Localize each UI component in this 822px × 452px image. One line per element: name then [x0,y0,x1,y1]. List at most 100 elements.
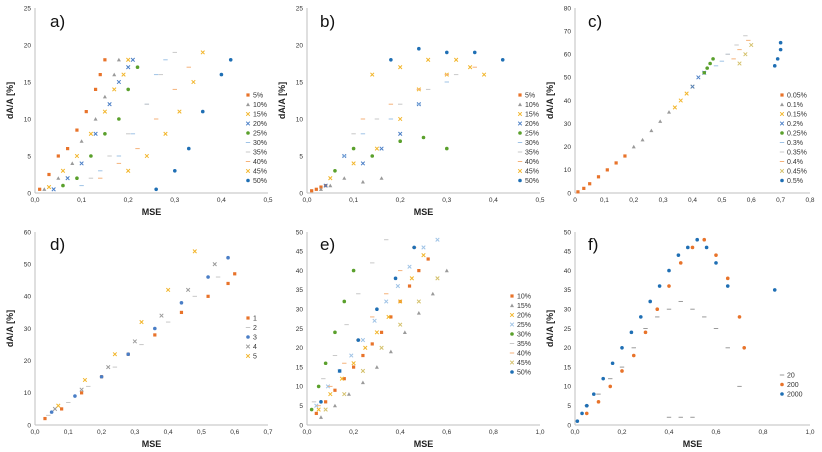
y-tick-label: 5 [299,403,303,410]
x-tick-label: 0,4 [489,197,498,204]
legend-label: 40% [525,159,539,166]
data-point [695,237,699,242]
y-tick-label: 0 [567,190,571,197]
data-point [316,384,321,389]
data-point [98,73,102,77]
data-point [655,307,660,312]
y-tick-label: 0 [299,422,303,429]
x-axis-title: MSE [142,207,162,217]
data-point [177,109,182,114]
x-tick-label: 0,3 [130,429,139,436]
legend-label: 3 [253,335,257,342]
data-point [42,187,47,191]
data-point [658,119,663,123]
data-point [228,58,233,62]
y-tick-label: 35 [296,287,304,294]
x-tick-label: 0,0 [302,429,311,436]
y-tick-label: 15 [296,364,304,371]
data-point [191,79,196,85]
data-point [323,407,328,412]
data-point [407,284,412,288]
y-tick-label: 30 [564,121,572,128]
y-tick-label: 50 [564,229,572,236]
data-point [379,176,384,180]
data-point [179,310,184,315]
data-point [372,318,377,323]
data-point [395,283,401,289]
x-tick-label: 0,5 [535,197,544,204]
x-tick-label: 0,2 [97,429,106,436]
y-tick-label: 0 [27,190,31,197]
y-tick-label: 20 [564,144,572,151]
data-point [711,57,715,61]
data-point [361,353,365,358]
data-point [749,42,754,48]
data-point [82,377,88,383]
y-tick-label: 20 [296,345,304,352]
legend-label: 40% [517,351,531,358]
data-point [363,345,368,350]
legend-label: 25% [517,322,531,329]
data-point [360,161,366,166]
data-point [705,66,709,70]
data-point [139,319,144,325]
data-point [360,337,366,343]
legend-label: 50% [253,178,267,185]
x-tick-label: 0,2 [629,197,638,204]
data-point [667,268,671,273]
data-point [690,84,695,89]
data-point [314,411,318,416]
data-point [126,168,131,173]
data-point [631,353,636,358]
data-point [66,147,70,151]
data-point [186,146,191,151]
data-point [453,57,459,62]
x-tick-label: 1,0 [535,429,544,436]
data-point [737,315,742,319]
y-tick-label: 30 [564,307,572,314]
x-axis-title: MSE [414,439,434,449]
data-point [342,299,347,304]
x-tick-label: 0,3 [442,197,451,204]
legend-marker [518,131,522,135]
y-axis-title: dA/A [%] [5,82,15,119]
data-point [75,176,79,180]
data-point [339,376,345,381]
y-tick-label: 70 [564,28,572,35]
data-point [725,276,730,281]
panel-label: d) [50,235,65,254]
data-point [333,169,337,173]
legend-label: 45% [525,169,539,176]
data-point [60,168,66,173]
data-point [676,253,681,257]
y-tick-label: 5 [299,153,303,160]
x-tick-label: 0,3 [659,197,668,204]
data-point [393,276,398,281]
y-tick-label: 0 [567,422,571,429]
data-point [165,287,171,293]
data-point [52,406,58,412]
y-axis-title: dA/A [%] [277,82,287,119]
data-point [79,139,84,143]
data-point [126,87,130,92]
data-point [375,307,379,312]
x-tick-label: 0,0 [30,429,39,436]
x-tick-label: 0,5 [197,429,206,436]
legend-label: 10% [525,102,539,109]
data-point [370,342,374,346]
legend-marker [509,360,515,365]
data-point [46,184,52,190]
x-tick-label: 0,6 [442,429,451,436]
data-point [112,72,117,77]
data-point [360,179,365,184]
data-point [206,275,210,279]
y-tick-label: 40 [564,268,572,275]
y-tick-label: 25 [24,5,32,12]
y-tick-label: 5 [567,403,571,410]
data-point [649,128,654,133]
data-point [212,262,217,267]
legend-marker [509,322,515,327]
legend-label: 200 [787,382,799,389]
data-point [596,175,601,179]
data-point [686,245,690,250]
